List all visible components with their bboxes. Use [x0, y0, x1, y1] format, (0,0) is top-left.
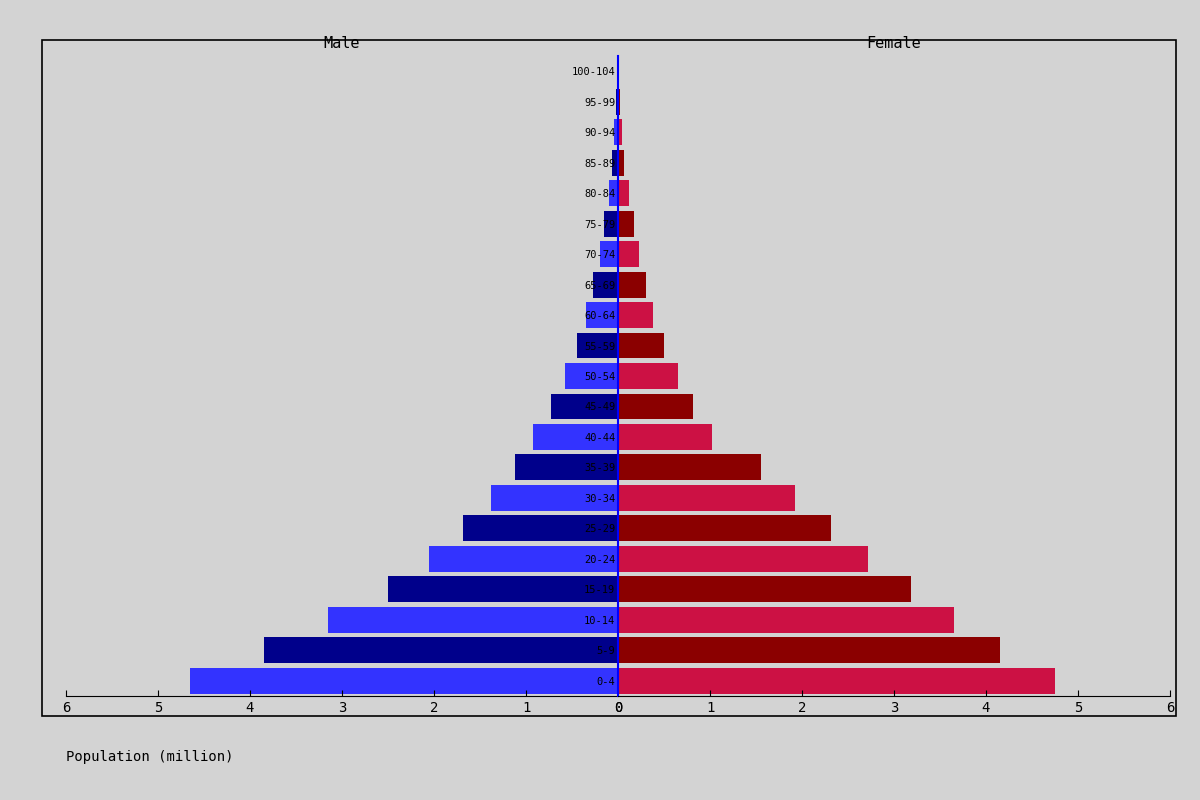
Bar: [618, 210, 634, 237]
Bar: [614, 119, 618, 145]
Bar: [618, 241, 640, 267]
Bar: [190, 668, 618, 694]
Bar: [593, 272, 618, 298]
Bar: [618, 515, 832, 542]
Bar: [618, 150, 624, 176]
Bar: [618, 638, 1000, 663]
Bar: [618, 302, 653, 328]
Bar: [577, 333, 618, 358]
Bar: [612, 150, 618, 176]
Bar: [618, 546, 869, 572]
Bar: [618, 363, 678, 389]
Bar: [605, 210, 618, 237]
Text: Population (million): Population (million): [66, 750, 234, 764]
Bar: [618, 485, 794, 511]
Bar: [618, 607, 954, 633]
Bar: [551, 394, 618, 419]
Bar: [388, 576, 618, 602]
Bar: [463, 515, 618, 542]
Bar: [618, 333, 664, 358]
Bar: [618, 424, 712, 450]
Bar: [430, 546, 618, 572]
Bar: [586, 302, 618, 328]
Bar: [329, 607, 618, 633]
Bar: [533, 424, 618, 450]
Title: Female: Female: [866, 36, 922, 50]
Bar: [618, 394, 694, 419]
Bar: [491, 485, 618, 511]
Bar: [600, 241, 618, 267]
Bar: [264, 638, 618, 663]
Bar: [616, 89, 618, 114]
Bar: [618, 89, 620, 114]
Bar: [618, 454, 761, 480]
Title: Male: Male: [324, 36, 360, 50]
Bar: [618, 668, 1055, 694]
Bar: [618, 180, 629, 206]
Bar: [515, 454, 618, 480]
Bar: [565, 363, 618, 389]
Bar: [618, 576, 911, 602]
Bar: [618, 272, 646, 298]
Bar: [608, 180, 618, 206]
Bar: [618, 119, 622, 145]
